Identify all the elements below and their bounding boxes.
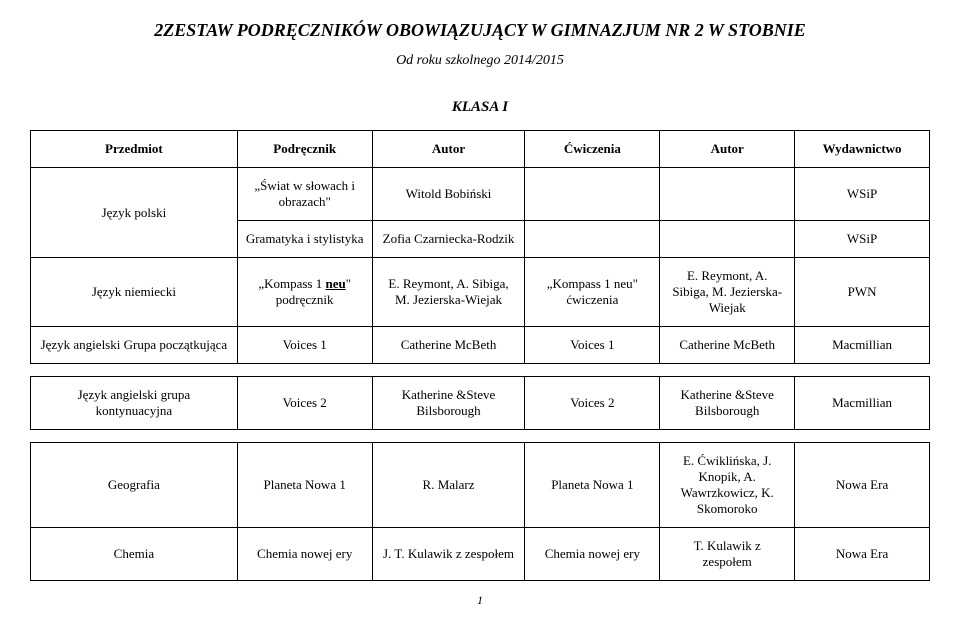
chemia-row: Chemia Chemia nowej ery J. T. Kulawik z … bbox=[31, 528, 930, 581]
ang-kont-subject: Język angielski grupa kontynuacyjna bbox=[31, 377, 238, 430]
main-title: 2ZESTAW PODRĘCZNIKÓW OBOWIĄZUJĄCY W GIMN… bbox=[30, 20, 930, 41]
polski-row-1: Język polski „Świat w słowach i obrazach… bbox=[31, 168, 930, 221]
ang-kont-row: Język angielski grupa kontynuacyjna Voic… bbox=[31, 377, 930, 430]
header-row: Przedmiot Podręcznik Autor Ćwiczenia Aut… bbox=[31, 131, 930, 168]
textbook-table-2: Język angielski grupa kontynuacyjna Voic… bbox=[30, 376, 930, 430]
th-author2: Autor bbox=[660, 131, 795, 168]
chemia-author2: T. Kulawik z zespołem bbox=[660, 528, 795, 581]
niemiecki-author2: E. Reymont, A. Sibiga, M. Jezierska-Wiej… bbox=[660, 258, 795, 327]
niemiecki-author: E. Reymont, A. Sibiga, M. Jezierska-Wiej… bbox=[372, 258, 525, 327]
textbook-table-1: Przedmiot Podręcznik Autor Ćwiczenia Aut… bbox=[30, 130, 930, 364]
niemiecki-row: Język niemiecki „Kompass 1 neu" podręczn… bbox=[31, 258, 930, 327]
ang-pocz-author2: Catherine McBeth bbox=[660, 327, 795, 364]
th-subject: Przedmiot bbox=[31, 131, 238, 168]
polski-ex2 bbox=[525, 221, 660, 258]
niemiecki-exercise: „Kompass 1 neu" ćwiczenia bbox=[525, 258, 660, 327]
ang-kont-book: Voices 2 bbox=[237, 377, 372, 430]
geografia-row: Geografia Planeta Nowa 1 R. Malarz Plane… bbox=[31, 443, 930, 528]
geografia-subject: Geografia bbox=[31, 443, 238, 528]
th-book: Podręcznik bbox=[237, 131, 372, 168]
polski-ex1 bbox=[525, 168, 660, 221]
ang-kont-publisher: Macmillian bbox=[795, 377, 930, 430]
subtitle: Od roku szkolnego 2014/2015 bbox=[30, 53, 930, 69]
polski-subject: Język polski bbox=[31, 168, 238, 258]
th-author: Autor bbox=[372, 131, 525, 168]
polski-author2: Zofia Czarniecka-Rodzik bbox=[372, 221, 525, 258]
ang-pocz-subject: Język angielski Grupa początkująca bbox=[31, 327, 238, 364]
polski-a2-1 bbox=[660, 168, 795, 221]
polski-pub1: WSiP bbox=[795, 168, 930, 221]
polski-author1: Witold Bobiński bbox=[372, 168, 525, 221]
ang-kont-author: Katherine &Steve Bilsborough bbox=[372, 377, 525, 430]
niemiecki-publisher: PWN bbox=[795, 258, 930, 327]
geografia-exercise: Planeta Nowa 1 bbox=[525, 443, 660, 528]
polski-book2: Gramatyka i stylistyka bbox=[237, 221, 372, 258]
page-number: 1 bbox=[30, 593, 930, 608]
textbook-table-3: Geografia Planeta Nowa 1 R. Malarz Plane… bbox=[30, 442, 930, 581]
geografia-book: Planeta Nowa 1 bbox=[237, 443, 372, 528]
th-publisher: Wydawnictwo bbox=[795, 131, 930, 168]
chemia-exercise: Chemia nowej ery bbox=[525, 528, 660, 581]
geografia-author: R. Malarz bbox=[372, 443, 525, 528]
ang-pocz-book: Voices 1 bbox=[237, 327, 372, 364]
ang-kont-author2: Katherine &Steve Bilsborough bbox=[660, 377, 795, 430]
chemia-author: J. T. Kulawik z zespołem bbox=[372, 528, 525, 581]
polski-book1: „Świat w słowach i obrazach" bbox=[237, 168, 372, 221]
ang-pocz-row: Język angielski Grupa początkująca Voice… bbox=[31, 327, 930, 364]
geografia-author2: E. Ćwiklińska, J. Knopik, A. Wawrzkowicz… bbox=[660, 443, 795, 528]
niemiecki-book: „Kompass 1 neu" podręcznik bbox=[237, 258, 372, 327]
ang-kont-exercise: Voices 2 bbox=[525, 377, 660, 430]
geografia-publisher: Nowa Era bbox=[795, 443, 930, 528]
chemia-publisher: Nowa Era bbox=[795, 528, 930, 581]
polski-pub2: WSiP bbox=[795, 221, 930, 258]
ang-pocz-publisher: Macmillian bbox=[795, 327, 930, 364]
ang-pocz-exercise: Voices 1 bbox=[525, 327, 660, 364]
niemiecki-subject: Język niemiecki bbox=[31, 258, 238, 327]
chemia-book: Chemia nowej ery bbox=[237, 528, 372, 581]
chemia-subject: Chemia bbox=[31, 528, 238, 581]
polski-a2-2 bbox=[660, 221, 795, 258]
klasa-heading: KLASA I bbox=[30, 99, 930, 116]
ang-pocz-author: Catherine McBeth bbox=[372, 327, 525, 364]
th-exercise: Ćwiczenia bbox=[525, 131, 660, 168]
